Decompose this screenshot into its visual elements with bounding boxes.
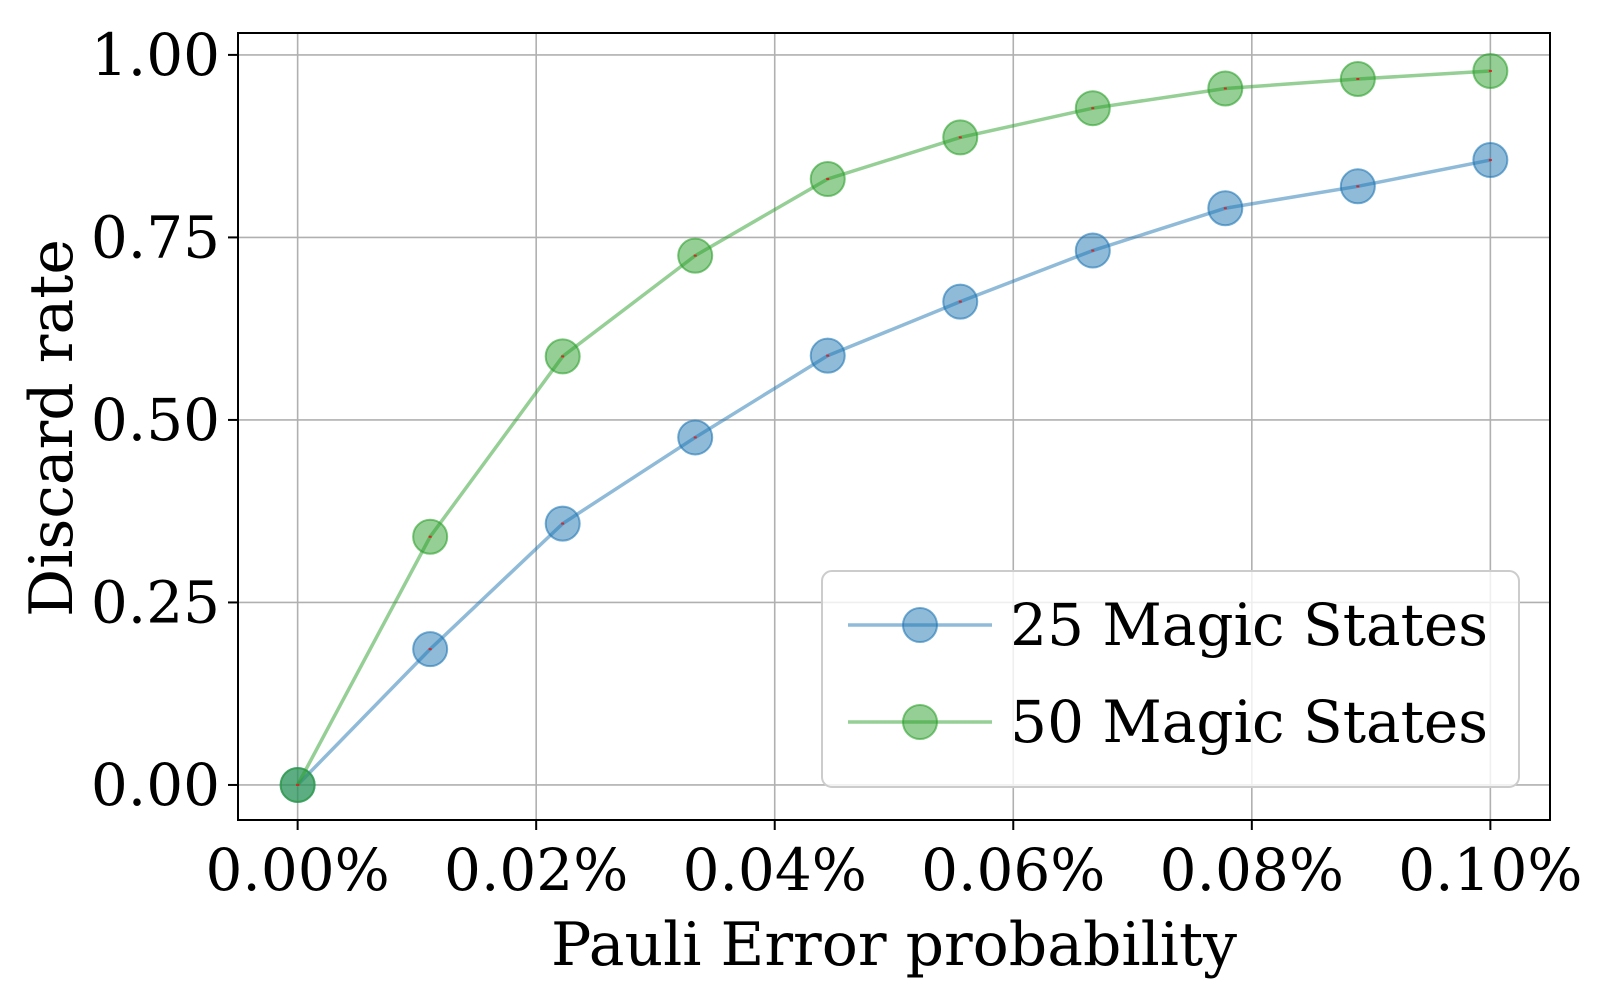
series-line [296,69,1491,786]
legend-item: 25 Magic States [848,591,1488,659]
legend-marker [902,607,938,643]
x-tick-label: 0.06% [921,836,1105,904]
plot-frame [237,32,1551,821]
x-tick-label: 0.02% [444,836,628,904]
series-layer [279,52,1509,803]
x-tick-label: 0.04% [683,836,867,904]
legend-box [821,570,1520,788]
y-tick-label: 0.25 [91,568,220,636]
y-tick-label: 0.00 [91,751,220,819]
series-2 [279,52,1509,803]
y-tick-label: 0.75 [91,203,220,271]
legend: 25 Magic States 50 Magic States [821,570,1520,788]
x-tick-label: 0.00% [206,836,390,904]
x-axis-label: Pauli Error probability [551,910,1237,980]
y-tick-label: 1.00 [91,21,220,89]
ticks: 0.00% 0.02% 0.04% 0.06% 0.08% 0.10% 0.00 0.25 0.… [91,21,1583,904]
legend-label: 50 Magic States [1010,688,1488,756]
x-tick-label: 0.10% [1398,836,1582,904]
legend-item: 50 Magic States [848,688,1488,756]
series-line [296,158,1491,787]
x-tick-label: 0.08% [1160,836,1344,904]
legend-marker [902,704,938,740]
y-axis-label: Discard rate [17,239,87,617]
y-tick-label: 0.50 [91,386,220,454]
legend-label: 25 Magic States [1010,591,1488,659]
